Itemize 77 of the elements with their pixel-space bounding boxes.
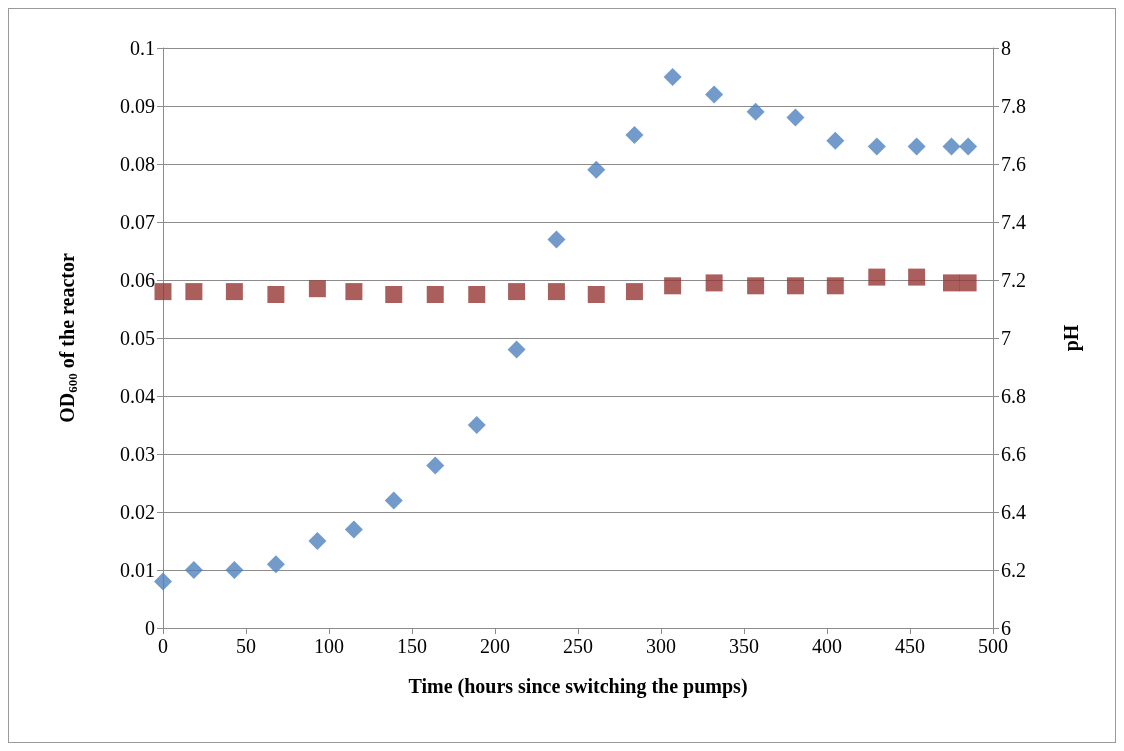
point bbox=[185, 283, 203, 301]
y2-tick-label: 8 bbox=[1001, 37, 1011, 59]
point bbox=[225, 561, 244, 579]
point bbox=[184, 561, 203, 579]
point bbox=[468, 286, 486, 303]
point bbox=[426, 456, 445, 475]
y2-tick-label: 7.2 bbox=[1001, 269, 1026, 291]
point bbox=[587, 160, 606, 179]
point bbox=[308, 532, 327, 550]
point bbox=[943, 274, 960, 292]
point bbox=[907, 137, 926, 156]
point bbox=[664, 277, 682, 295]
point bbox=[547, 230, 566, 249]
point bbox=[467, 416, 486, 434]
point bbox=[705, 274, 723, 292]
point bbox=[942, 137, 961, 156]
y2-tick-label: 6.6 bbox=[1001, 443, 1026, 465]
point bbox=[746, 102, 765, 121]
point bbox=[587, 286, 605, 303]
y-axis-title: OD600 of the reactor bbox=[55, 253, 80, 423]
point bbox=[908, 268, 926, 286]
point bbox=[508, 283, 526, 301]
point bbox=[308, 280, 326, 298]
x-tick-label: 300 bbox=[646, 635, 676, 657]
x-tick-label: 100 bbox=[314, 635, 344, 657]
y-tick-label: 0.03 bbox=[120, 443, 155, 465]
point bbox=[266, 555, 285, 574]
point bbox=[507, 340, 526, 359]
point bbox=[385, 286, 403, 303]
point bbox=[826, 131, 845, 150]
y2-tick-label: 6.2 bbox=[1001, 559, 1026, 581]
y2-tick-label: 7.4 bbox=[1001, 211, 1026, 233]
point bbox=[547, 283, 565, 301]
y-tick-label: 0.09 bbox=[120, 95, 155, 117]
x-tick-label: 450 bbox=[895, 635, 925, 657]
y2-tick-label: 7 bbox=[1001, 327, 1011, 349]
point bbox=[267, 286, 285, 303]
point bbox=[747, 277, 765, 295]
y-tick-label: 0.06 bbox=[120, 269, 155, 291]
y2-tick-label: 7.8 bbox=[1001, 95, 1026, 117]
point bbox=[705, 85, 724, 104]
y-tick-label: 0.1 bbox=[130, 37, 155, 59]
point bbox=[384, 491, 403, 510]
point bbox=[154, 283, 172, 301]
x-axis-title: Time (hours since switching the pumps) bbox=[408, 675, 748, 698]
point bbox=[625, 126, 644, 144]
point bbox=[426, 286, 444, 303]
point bbox=[663, 68, 682, 86]
point bbox=[959, 274, 977, 292]
point bbox=[345, 283, 363, 301]
point bbox=[867, 137, 886, 156]
point bbox=[959, 137, 978, 156]
x-tick-label: 400 bbox=[812, 635, 842, 657]
x-tick-label: 250 bbox=[563, 635, 593, 657]
y-tick-label: 0.08 bbox=[120, 153, 155, 175]
x-tick-label: 350 bbox=[729, 635, 759, 657]
x-tick-label: 200 bbox=[480, 635, 510, 657]
point bbox=[154, 572, 172, 591]
y-tick-label: 0.04 bbox=[120, 385, 155, 407]
x-tick-label: 50 bbox=[236, 635, 256, 657]
y2-tick-label: 6.4 bbox=[1001, 501, 1026, 523]
y-tick-label: 0 bbox=[145, 617, 155, 639]
y-tick-label: 0.07 bbox=[120, 211, 155, 233]
y2-tick-label: 6.8 bbox=[1001, 385, 1026, 407]
y-tick-label: 0.02 bbox=[120, 501, 155, 523]
point bbox=[225, 283, 243, 301]
y2-tick-label: 7.6 bbox=[1001, 153, 1026, 175]
x-tick-label: 150 bbox=[397, 635, 427, 657]
point bbox=[868, 268, 886, 286]
y-tick-label: 0.01 bbox=[120, 559, 155, 581]
point bbox=[625, 283, 643, 301]
point bbox=[344, 520, 363, 539]
point bbox=[786, 277, 804, 295]
point bbox=[826, 277, 844, 295]
y2-axis-title: pH bbox=[1060, 324, 1083, 352]
point bbox=[786, 108, 805, 127]
y-tick-label: 0.05 bbox=[120, 327, 155, 349]
